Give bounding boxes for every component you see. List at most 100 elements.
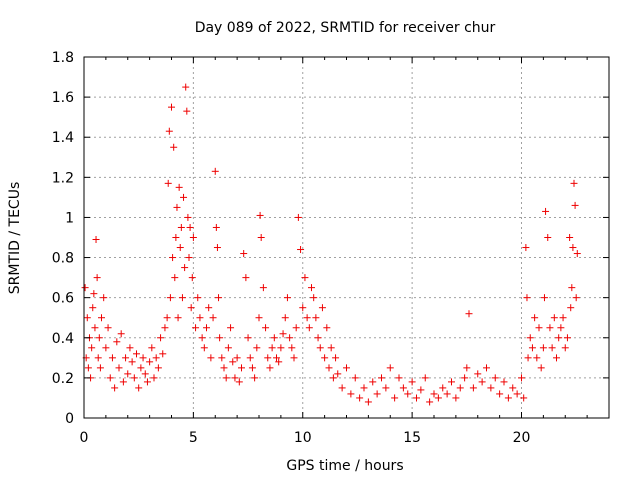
data-point xyxy=(166,294,174,302)
data-point xyxy=(212,223,220,231)
data-point xyxy=(491,374,499,382)
data-point xyxy=(150,374,158,382)
data-point xyxy=(98,314,105,322)
data-point xyxy=(566,234,574,241)
data-point xyxy=(292,324,300,332)
data-point xyxy=(115,364,123,372)
data-point xyxy=(395,374,403,382)
chart-title: Day 089 of 2022, SRMTID for receiver chu… xyxy=(195,20,496,36)
data-point xyxy=(338,384,346,392)
data-point xyxy=(299,304,307,312)
data-point xyxy=(474,370,482,378)
data-point xyxy=(312,314,320,322)
data-point xyxy=(248,364,256,372)
data-point xyxy=(316,344,324,352)
data-point xyxy=(152,354,160,362)
data-point xyxy=(456,384,464,392)
data-point xyxy=(443,390,451,398)
data-point xyxy=(126,344,134,352)
data-point xyxy=(130,374,138,382)
data-point xyxy=(128,358,136,366)
data-point xyxy=(148,344,156,352)
data-point xyxy=(117,330,125,338)
data-point xyxy=(347,390,355,398)
y-tick-label: 0 xyxy=(65,411,74,427)
data-point xyxy=(218,354,226,362)
data-point xyxy=(297,246,305,254)
data-point xyxy=(321,354,329,362)
data-point xyxy=(373,390,381,398)
plot-frame xyxy=(83,56,610,419)
data-point xyxy=(509,384,517,392)
data-point xyxy=(277,344,285,352)
y-tick-label: 0.8 xyxy=(52,251,74,267)
data-point xyxy=(478,378,486,386)
data-point xyxy=(91,324,99,332)
data-point xyxy=(262,324,270,332)
data-point xyxy=(448,378,455,386)
data-point xyxy=(343,364,350,372)
data-point xyxy=(196,314,204,322)
data-point xyxy=(182,83,190,91)
data-point xyxy=(569,244,577,252)
x-tick-label: 10 xyxy=(294,430,312,446)
data-point xyxy=(135,384,143,392)
data-point xyxy=(323,324,331,332)
data-point xyxy=(172,234,180,241)
data-point xyxy=(95,334,103,342)
data-point xyxy=(143,378,151,386)
data-point xyxy=(119,378,127,386)
data-point xyxy=(102,344,110,352)
x-tick-label: 5 xyxy=(189,430,198,446)
data-point xyxy=(279,330,287,338)
data-point xyxy=(93,274,101,282)
data-point xyxy=(89,304,97,312)
data-point xyxy=(133,350,140,358)
data-point xyxy=(522,244,530,252)
data-point xyxy=(215,294,223,302)
data-point xyxy=(270,334,278,342)
data-point xyxy=(104,324,112,332)
data-point xyxy=(253,344,261,352)
data-point xyxy=(463,364,471,372)
data-point xyxy=(88,344,96,352)
data-point xyxy=(154,364,162,372)
data-point xyxy=(229,358,237,366)
x-tick-label: 15 xyxy=(403,430,421,446)
data-point xyxy=(360,384,368,392)
x-tick-label: 0 xyxy=(80,430,89,446)
data-point xyxy=(561,344,569,352)
data-point xyxy=(537,364,545,372)
data-point xyxy=(404,390,412,398)
data-point xyxy=(161,324,169,332)
y-tick-label: 0.2 xyxy=(52,371,74,387)
data-point xyxy=(364,398,372,406)
data-point xyxy=(205,304,213,312)
data-point xyxy=(563,334,571,342)
data-point xyxy=(539,344,547,352)
data-point xyxy=(186,223,194,231)
data-point xyxy=(308,284,315,292)
data-point xyxy=(175,183,183,191)
data-point xyxy=(163,314,171,322)
data-point xyxy=(183,107,191,115)
data-point xyxy=(439,384,447,392)
data-point xyxy=(220,364,228,372)
data-point xyxy=(184,213,192,221)
data-point xyxy=(273,354,280,362)
data-point xyxy=(430,390,438,398)
data-point xyxy=(164,179,172,187)
data-point xyxy=(382,384,390,392)
data-point xyxy=(524,354,532,362)
data-point xyxy=(318,304,326,312)
data-point xyxy=(378,374,385,382)
data-point xyxy=(286,334,294,342)
data-point xyxy=(159,350,167,358)
data-point xyxy=(255,314,263,322)
data-point xyxy=(434,394,442,402)
data-point xyxy=(106,374,114,382)
data-point xyxy=(83,314,91,322)
data-point xyxy=(548,344,556,352)
data-point xyxy=(173,203,181,211)
data-point xyxy=(413,394,420,402)
